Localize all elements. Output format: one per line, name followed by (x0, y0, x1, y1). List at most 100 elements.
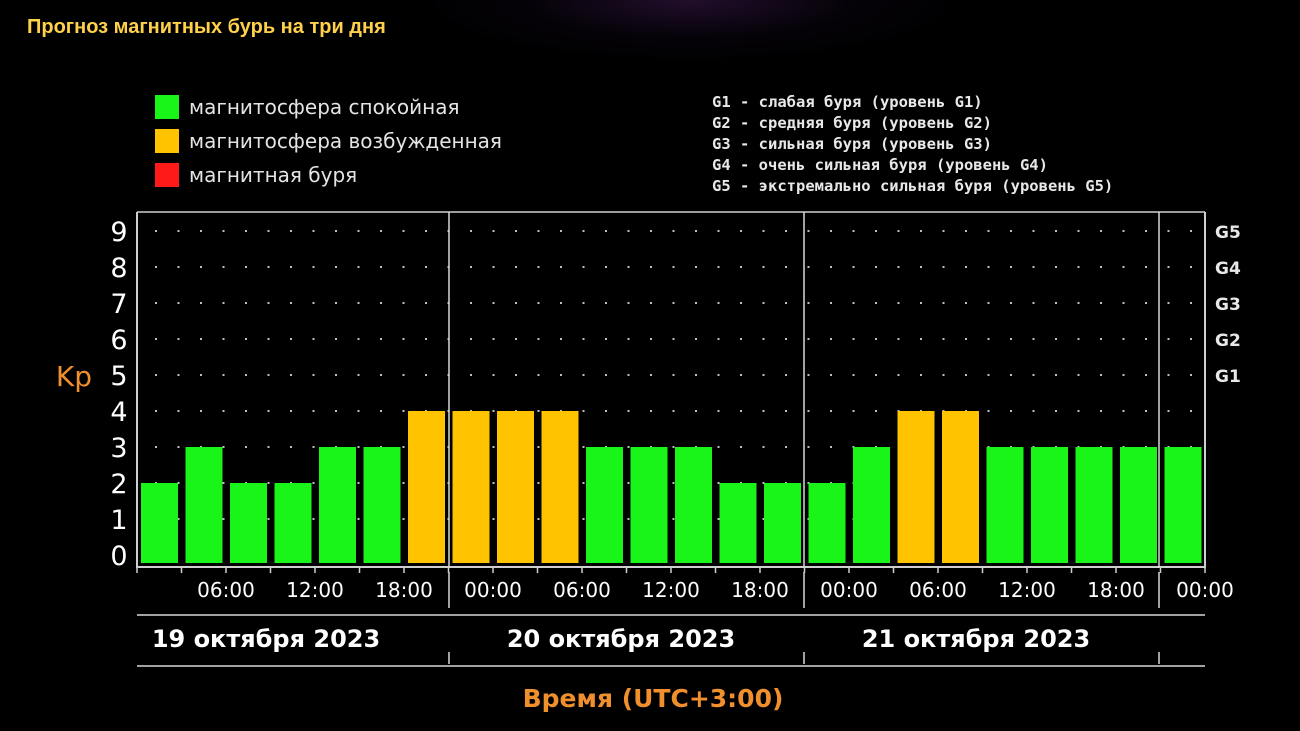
y-tick-label: 2 (110, 469, 127, 500)
grid-dot (245, 230, 247, 232)
grid-dot (402, 338, 405, 340)
time-tick-label: 06:00 (197, 578, 255, 602)
grid-dot (402, 410, 405, 412)
grid-dot (425, 266, 427, 268)
grid-dot (965, 266, 967, 268)
grid-dot (1145, 230, 1147, 232)
grid-dot (1010, 374, 1012, 376)
grid-dot (492, 230, 495, 232)
g-level-label: G5 (1215, 223, 1241, 243)
grid-dot (537, 266, 540, 268)
grid-dot (762, 230, 765, 232)
grid-dot (312, 338, 315, 340)
grid-dot (807, 374, 810, 376)
grid-dot (357, 266, 360, 268)
grid-dot (627, 230, 630, 232)
grid-dot (492, 446, 495, 448)
time-tick-label: 06:00 (553, 578, 611, 602)
grid-dot (717, 338, 720, 340)
grid-dot (470, 302, 472, 304)
grid-dot (245, 338, 247, 340)
grid-dot (222, 230, 225, 232)
grid-dot (875, 338, 877, 340)
grid-dot (312, 374, 315, 376)
grid-dot (852, 338, 855, 340)
grid-dot (627, 302, 630, 304)
bar-13 (719, 483, 757, 563)
grid-dot (200, 410, 202, 412)
legend-swatch-quiet (155, 95, 179, 119)
grid-dot (425, 302, 427, 304)
grid-dot (672, 446, 675, 448)
bar-9 (541, 411, 579, 563)
grid-dot (717, 374, 720, 376)
grid-dot (740, 446, 742, 448)
y-tick-label: 8 (110, 253, 127, 284)
grid-dot (402, 446, 405, 448)
grid-dot (335, 266, 337, 268)
grid-dot (717, 482, 720, 484)
grid-dot (740, 338, 742, 340)
grid-dot (897, 230, 900, 232)
grid-dot (897, 338, 900, 340)
bar-23 (1164, 447, 1202, 563)
grid-dot (177, 446, 180, 448)
grid-dot (695, 338, 697, 340)
date-label: 21 октября 2023 (862, 625, 1090, 653)
y-tick-label: 0 (110, 541, 127, 572)
bar-0 (141, 483, 178, 563)
grid-dot (1100, 338, 1102, 340)
grid-dot (312, 446, 315, 448)
grid-dot (650, 302, 652, 304)
grid-dot (222, 374, 225, 376)
grid-dot (852, 302, 855, 304)
bar-15 (808, 483, 846, 563)
grid-dot (1100, 266, 1102, 268)
grid-dot (312, 230, 315, 232)
grid-dot (560, 374, 562, 376)
grid-dot (762, 266, 765, 268)
y-tick-label: 7 (110, 289, 127, 320)
time-tick-label: 00:00 (1176, 578, 1234, 602)
grid-dot (942, 230, 945, 232)
grid-dot (290, 302, 292, 304)
grid-dot (1077, 410, 1080, 412)
grid-dot (312, 410, 315, 412)
legend-label-quiet: магнитосфера спокойная (189, 95, 460, 119)
y-tick-label: 3 (110, 433, 127, 464)
grid-dot (605, 374, 607, 376)
grid-dot (335, 410, 337, 412)
grid-dot (1122, 266, 1125, 268)
grid-dot (357, 230, 360, 232)
grid-dot (1100, 302, 1102, 304)
grid-dot (875, 374, 877, 376)
bar-11 (630, 447, 668, 563)
grid-dot (335, 230, 337, 232)
grid-dot (357, 338, 360, 340)
grid-dot (1010, 410, 1012, 412)
grid-dot (965, 338, 967, 340)
grid-dot (740, 410, 742, 412)
grid-dot (650, 338, 652, 340)
grid-dot (920, 338, 922, 340)
grid-dot (650, 266, 652, 268)
legend-item-active: магнитосфера возбужденная (155, 124, 502, 158)
y-tick-label: 6 (110, 325, 127, 356)
grid-dot (627, 518, 630, 520)
grid-dot (582, 446, 585, 448)
grid-dot (762, 338, 765, 340)
grid-dot (852, 374, 855, 376)
grid-dot (717, 230, 720, 232)
grid-dot (672, 230, 675, 232)
grid-dot (627, 446, 630, 448)
grid-dot (627, 410, 630, 412)
grid-dot (290, 374, 292, 376)
grid-dot (290, 410, 292, 412)
grid-dot (245, 302, 247, 304)
grid-dot (875, 266, 877, 268)
grid-dot (1010, 266, 1012, 268)
time-tick-label: 18:00 (1087, 578, 1145, 602)
grid-dot (515, 230, 517, 232)
grid-dot (380, 410, 382, 412)
grid-dot (650, 374, 652, 376)
